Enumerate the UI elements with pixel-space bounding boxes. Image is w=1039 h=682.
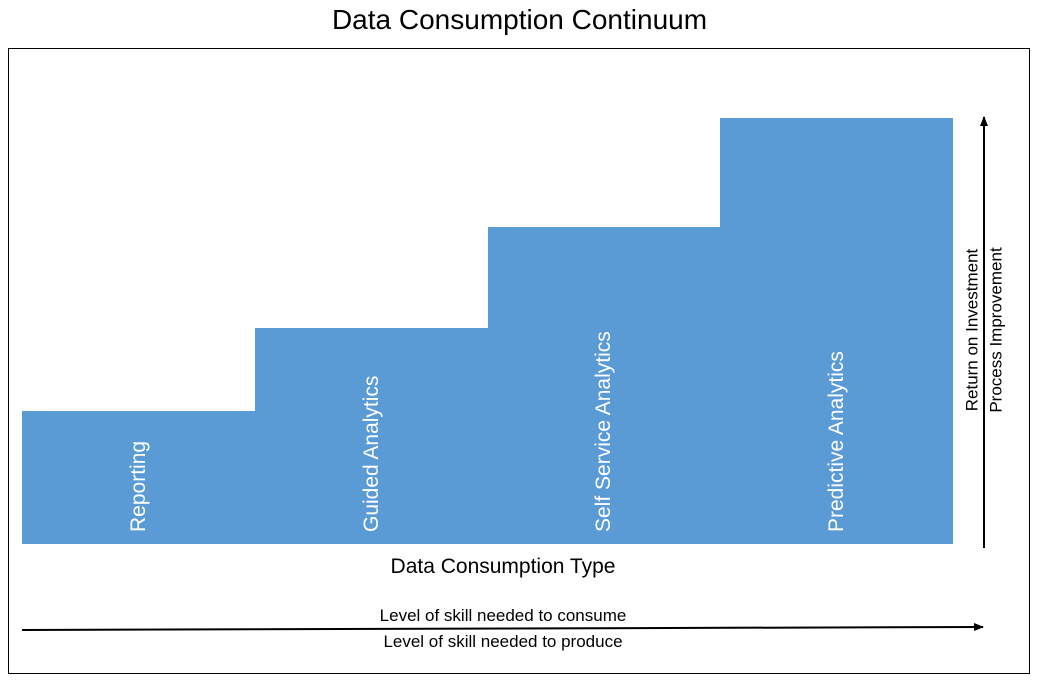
step-label-self-service-analytics: Self Service Analytics (592, 331, 615, 532)
step-self-service-analytics: Self Service Analytics (488, 227, 720, 544)
y-axis-label-roi: Return on Investment (961, 248, 981, 412)
diagram-title: Data Consumption Continuum (331, 4, 708, 35)
step-label-reporting: Reporting (126, 440, 150, 532)
x-axis-label: Data Consumption Type (390, 555, 616, 578)
y-axis-label-process: Process Improvement (986, 247, 1006, 413)
step-reporting: Reporting (22, 411, 255, 544)
step-label-guided-analytics: Guided Analytics (359, 375, 383, 532)
step-guided-analytics: Guided Analytics (255, 328, 488, 544)
skill-consume-label: Level of skill needed to consume (379, 606, 627, 625)
skill-produce-label: Level of skill needed to produce (383, 632, 623, 651)
step-predictive-analytics: Predictive Analytics (720, 118, 953, 544)
step-label-predictive-analytics: Predictive Analytics (824, 351, 848, 532)
diagram-frame (8, 48, 1030, 674)
